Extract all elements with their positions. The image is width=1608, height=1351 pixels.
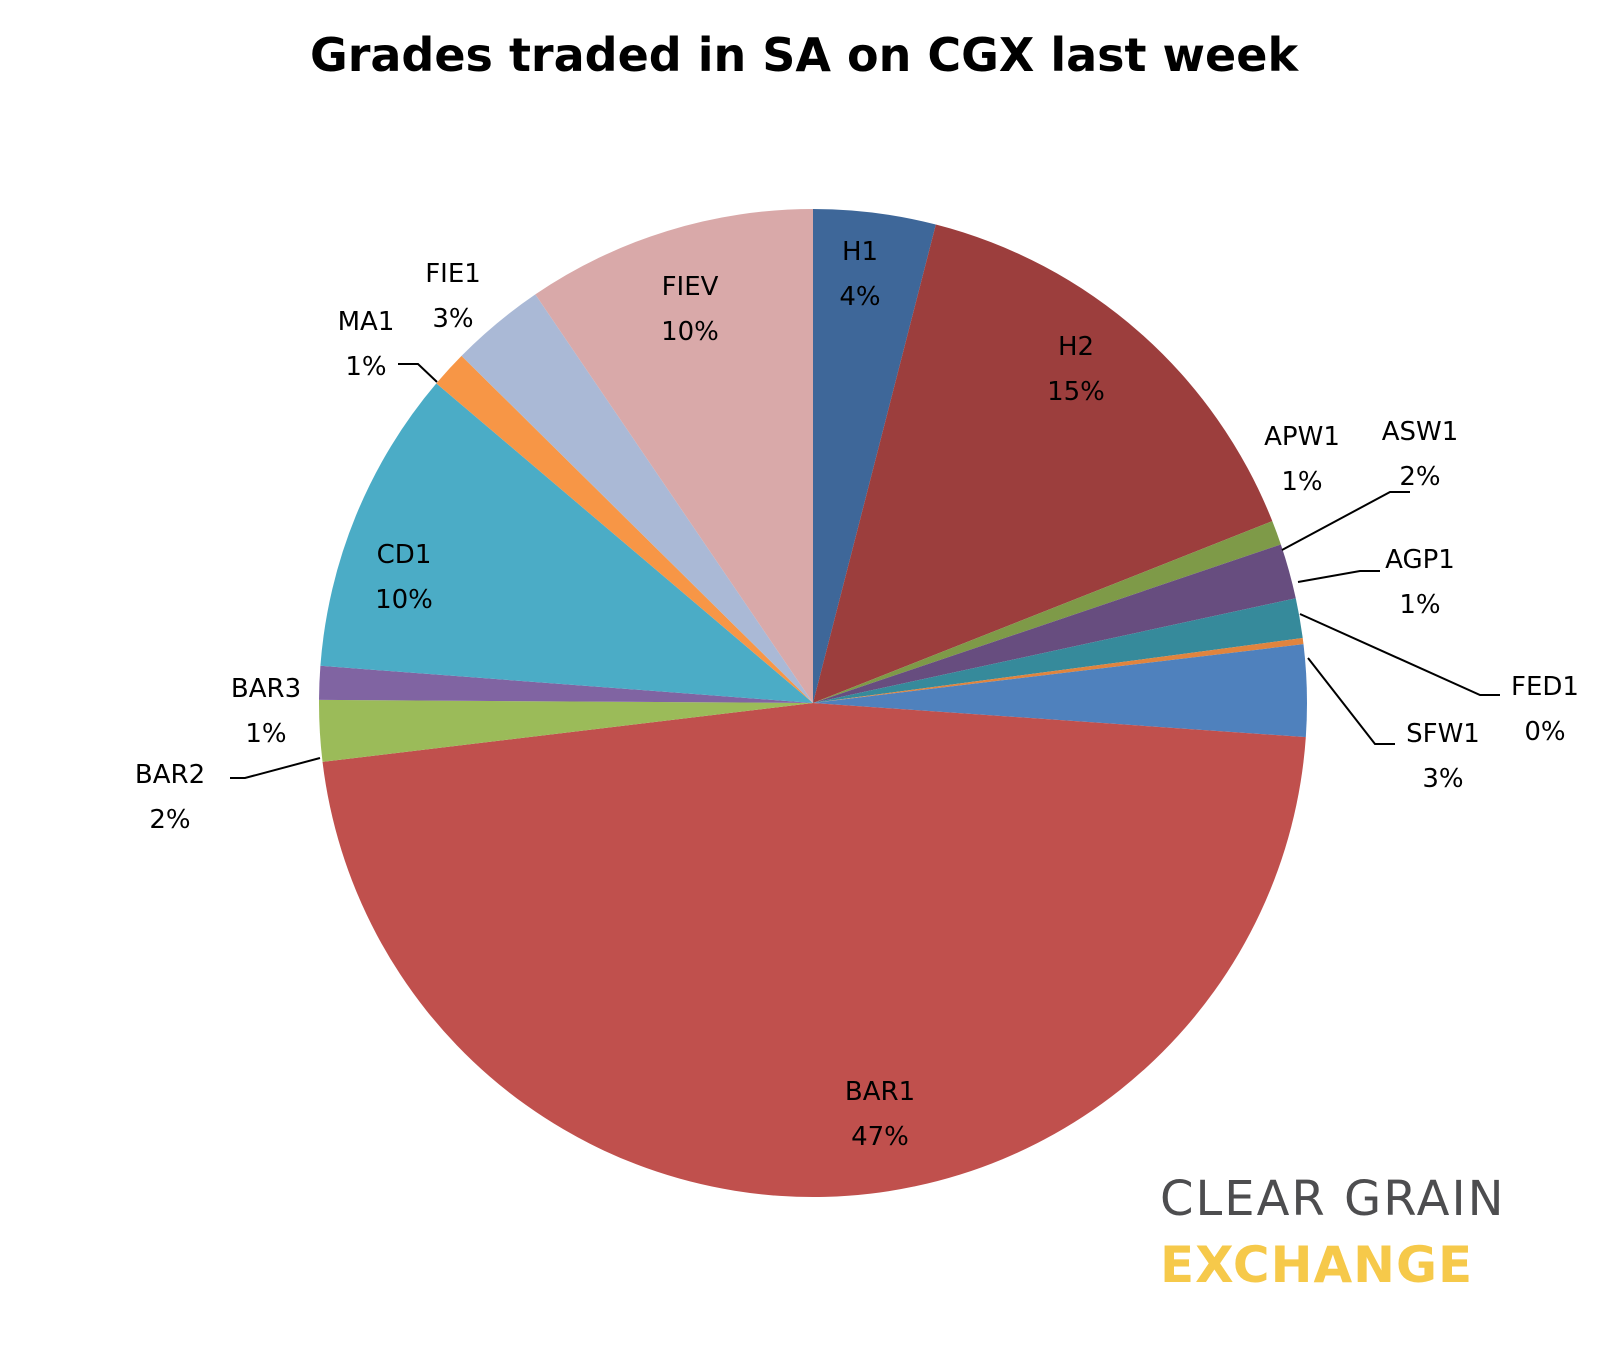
- slice-label-bar1: BAR1 47%: [845, 1077, 915, 1152]
- slice-label-name-fiev: FIEV: [662, 272, 719, 302]
- pie-slice-ma1: [436, 355, 813, 703]
- logo-line-1: CLEAR GRAIN: [1160, 1171, 1506, 1227]
- slice-label-name-h2: H2: [1058, 332, 1094, 362]
- slice-label-bar3: BAR3 1%: [231, 674, 301, 749]
- slice-label-fie1: FIE1 3%: [425, 259, 481, 334]
- slice-label-percent-agp1: 1%: [1399, 590, 1440, 620]
- slice-label-apw1: APW1 1%: [1264, 422, 1340, 497]
- slice-label-name-cd1: CD1: [377, 540, 432, 570]
- slice-label-ma1: MA1 1%: [338, 307, 395, 382]
- slice-label-fed1: FED1 0%: [1511, 672, 1579, 747]
- slice-label-percent-fie1: 3%: [432, 304, 473, 334]
- slice-label-agp1: AGP1 1%: [1385, 545, 1455, 620]
- leader-line-asw1: [1281, 491, 1410, 551]
- slice-label-percent-ma1: 1%: [345, 352, 386, 382]
- pie-slice-h1: [813, 209, 936, 703]
- leader-line-ma1: [398, 363, 438, 383]
- pie-slice-cd1: [320, 383, 813, 703]
- pie-slice-fed1: [813, 638, 1304, 703]
- slice-label-percent-bar2: 2%: [149, 805, 190, 835]
- slice-label-name-bar3: BAR3: [231, 674, 301, 704]
- chart-title: Grades traded in SA on CGX last week: [309, 28, 1299, 82]
- leader-lines: [230, 363, 1500, 779]
- slice-label-name-asw1: ASW1: [1382, 417, 1459, 447]
- pie-slices: [319, 209, 1307, 1197]
- leader-line-agp1: [1297, 570, 1380, 583]
- pie-slice-apw1: [813, 521, 1281, 703]
- slice-label-fiev: FIEV 10%: [661, 272, 719, 347]
- slice-label-name-sfw1: SFW1: [1406, 719, 1480, 749]
- slice-label-name-fie1: FIE1: [425, 259, 481, 289]
- pie-slice-agp1: [813, 598, 1303, 703]
- slice-label-cd1: CD1 10%: [375, 540, 433, 615]
- slice-label-h1: H1 4%: [839, 237, 880, 312]
- slice-label-percent-h2: 15%: [1047, 377, 1105, 407]
- slice-label-percent-bar1: 47%: [851, 1122, 909, 1152]
- slice-label-name-fed1: FED1: [1511, 672, 1579, 702]
- pie-slice-fie1: [461, 294, 813, 703]
- slice-label-name-agp1: AGP1: [1385, 545, 1455, 575]
- slice-label-name-bar1: BAR1: [845, 1077, 915, 1107]
- slice-label-name-h1: H1: [842, 237, 878, 267]
- slice-label-bar2: BAR2 2%: [135, 760, 205, 835]
- slice-label-percent-fed1: 0%: [1524, 717, 1565, 747]
- slice-label-h2: H2 15%: [1047, 332, 1105, 407]
- pie-slice-fiev: [535, 209, 813, 703]
- slice-labels: H1 4% H2 15% APW1 1% ASW1 2% AGP1 1% FED1 0% SFW1 3% B…: [135, 237, 1579, 1152]
- clear-grain-exchange-logo: CLEAR GRAIN EXCHANGE: [1160, 1171, 1506, 1294]
- slice-label-percent-fiev: 10%: [661, 317, 719, 347]
- pie-slice-bar2: [319, 699, 813, 762]
- slice-label-percent-sfw1: 3%: [1422, 764, 1463, 794]
- slice-label-name-apw1: APW1: [1264, 422, 1340, 452]
- leader-line-sfw1: [1307, 657, 1395, 745]
- slice-label-asw1: ASW1 2%: [1382, 417, 1459, 492]
- pie-slice-sfw1: [813, 644, 1307, 738]
- pie-slice-h2: [813, 224, 1273, 703]
- leader-line-fed1: [1299, 613, 1500, 696]
- slice-label-percent-asw1: 2%: [1399, 462, 1440, 492]
- slice-label-percent-h1: 4%: [839, 282, 880, 312]
- slice-label-percent-bar3: 1%: [245, 719, 286, 749]
- slice-label-percent-apw1: 1%: [1281, 467, 1322, 497]
- slice-label-percent-cd1: 10%: [375, 585, 433, 615]
- pie-slice-bar1: [322, 703, 1306, 1197]
- leader-line-bar2: [230, 757, 321, 779]
- pie-slice-bar3: [319, 665, 813, 703]
- slice-label-sfw1: SFW1 3%: [1406, 719, 1480, 794]
- pie-slice-asw1: [813, 544, 1296, 703]
- slice-label-name-bar2: BAR2: [135, 760, 205, 790]
- logo-line-2: EXCHANGE: [1160, 1236, 1473, 1294]
- slice-label-name-ma1: MA1: [338, 307, 395, 337]
